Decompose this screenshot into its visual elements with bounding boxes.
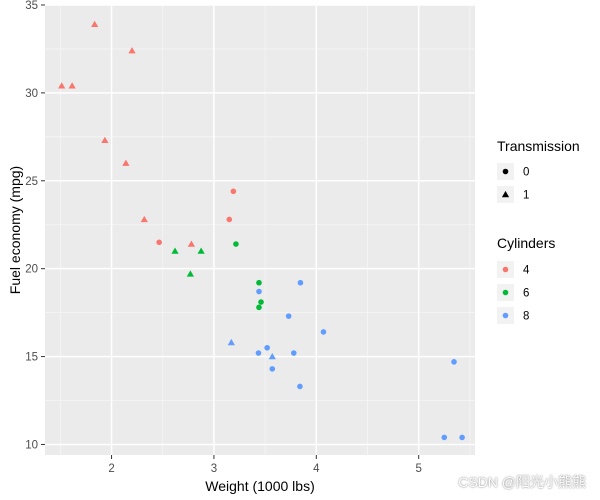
- y-tick-label: 35: [25, 0, 38, 12]
- legend-key-circle: [502, 312, 509, 319]
- data-point: [256, 304, 262, 311]
- x-axis-title: Weight (1000 lbs): [205, 478, 314, 494]
- data-point: [297, 279, 304, 286]
- data-point: [268, 352, 276, 360]
- data-point: [226, 216, 233, 223]
- data-point: [101, 136, 109, 144]
- legends: Transmission 0 1 Cylinders 4 6 8: [497, 138, 580, 324]
- legend-cylinders: Cylinders 4 6 8: [497, 235, 555, 324]
- data-point: [91, 20, 99, 28]
- data-point: [290, 350, 297, 356]
- data-point: [58, 82, 66, 89]
- data-point: [285, 313, 292, 319]
- legend-key-circle: [502, 168, 509, 175]
- y-tick-label: 15: [25, 352, 38, 364]
- x-tick-label: 3: [211, 463, 217, 475]
- data-point: [256, 288, 262, 295]
- data-point: [128, 47, 136, 54]
- y-tick-label: 25: [25, 176, 38, 188]
- data-point: [256, 279, 262, 286]
- data-point: [171, 247, 179, 254]
- data-point: [320, 329, 327, 335]
- data-point: [451, 359, 457, 365]
- data-point: [122, 159, 130, 166]
- y-tick-label: 20: [25, 264, 38, 276]
- data-point: [227, 338, 235, 346]
- data-point: [187, 240, 196, 247]
- data-point: [264, 344, 270, 351]
- legend-label: 4: [523, 265, 530, 277]
- y-axis-title: Fuel economy (mpg): [7, 166, 23, 294]
- minor-gridlines: [45, 5, 475, 455]
- data-points: [58, 20, 465, 441]
- data-point: [459, 434, 465, 441]
- data-point: [156, 239, 162, 246]
- data-point: [140, 215, 148, 223]
- data-point: [269, 366, 276, 372]
- x-tick-label: 5: [415, 463, 421, 475]
- data-point: [68, 82, 76, 89]
- panel-background: [45, 5, 475, 455]
- data-point: [233, 241, 239, 247]
- data-point: [297, 383, 303, 390]
- legend-label: 0: [523, 167, 529, 179]
- legend-transmission: Transmission 0 1: [497, 138, 580, 203]
- data-point: [197, 247, 205, 254]
- legend-key-circle: [502, 289, 509, 296]
- major-gridlines: [45, 4, 475, 455]
- data-point: [258, 299, 264, 305]
- data-point: [441, 434, 448, 441]
- legend-key-triangle: [501, 190, 510, 198]
- legend-key-circle: [502, 266, 509, 273]
- legend-label: 8: [523, 311, 529, 323]
- y-tick-label: 10: [25, 439, 38, 451]
- data-point: [230, 188, 237, 195]
- legend-label: 1: [523, 190, 529, 202]
- x-axis-ticks: 2 3 4 5: [108, 455, 422, 475]
- legend-title: Transmission: [497, 138, 580, 154]
- legend-label: 6: [523, 288, 529, 300]
- x-tick-label: 2: [108, 463, 114, 475]
- data-point: [255, 350, 262, 356]
- data-point: [186, 270, 194, 277]
- watermark: CSDN @阳光小熊熊: [458, 474, 586, 490]
- y-axis-ticks: 10 15 20 25 30 35: [25, 0, 45, 451]
- legend-title: Cylinders: [497, 235, 555, 251]
- x-tick-label: 4: [313, 463, 320, 475]
- y-tick-label: 30: [25, 88, 38, 100]
